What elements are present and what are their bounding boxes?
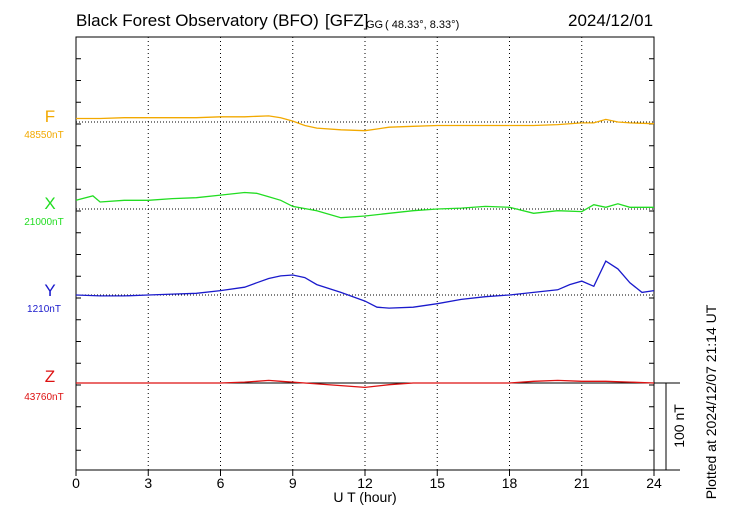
coord-system-label: GG <box>366 19 383 31</box>
x-tick-label: 12 <box>357 475 373 491</box>
baseline-label-z: 43760nT <box>24 392 63 403</box>
network-label: [GFZ] <box>325 11 368 30</box>
x-axis-label: U T (hour) <box>333 489 396 505</box>
plotted-timestamp: Plotted at 2024/12/07 21:14 UT <box>703 304 719 499</box>
y-minor-ticks <box>76 58 654 451</box>
baseline-label-y: 1210nT <box>27 304 61 315</box>
component-label-f: F <box>45 107 55 126</box>
series-line-x <box>75 191 654 219</box>
component-label-y: Y <box>44 281 55 300</box>
coords-label: ( 48.33°, 8.33°) <box>385 19 459 31</box>
x-tick-label: 15 <box>429 475 445 491</box>
date-label: 2024/12/01 <box>568 11 653 30</box>
series-line-y <box>75 260 655 309</box>
x-tick-label: 24 <box>646 475 662 491</box>
component-label-z: Z <box>45 367 55 386</box>
x-tick-label: 0 <box>72 475 80 491</box>
scale-bar-label: 100 nT <box>671 404 687 448</box>
series-lines <box>75 115 655 389</box>
x-tick-label: 6 <box>217 475 225 491</box>
x-tick-label: 21 <box>574 475 590 491</box>
x-tick-label: 3 <box>144 475 152 491</box>
chart-title: Black Forest Observatory (BFO) <box>76 11 319 30</box>
x-tick-label: 9 <box>289 475 297 491</box>
series-line-z <box>76 379 655 389</box>
baseline-label-x: 21000nT <box>24 217 63 228</box>
vertical-gridlines <box>147 37 583 470</box>
x-tick-label: 18 <box>502 475 518 491</box>
component-label-x: X <box>44 194 55 213</box>
baseline-label-f: 48550nT <box>24 130 63 141</box>
scale-bar: 100 nT <box>654 382 687 471</box>
x-axis-ticks: 0 3 6 9 12 15 18 21 24 <box>72 470 662 491</box>
series-line-f <box>76 115 655 132</box>
